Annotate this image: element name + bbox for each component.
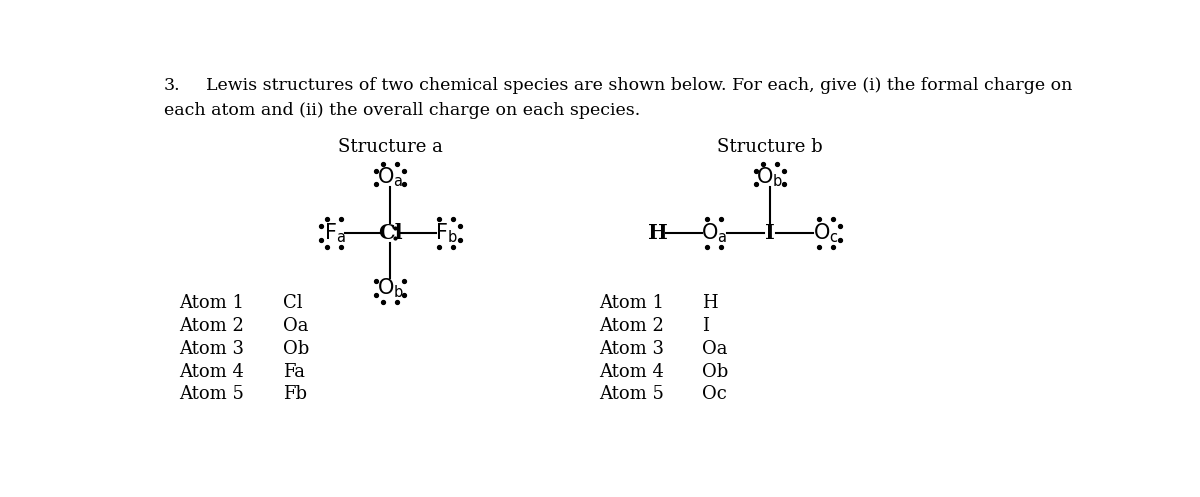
Text: Atom 3: Atom 3 — [600, 340, 665, 358]
Text: I: I — [766, 223, 775, 243]
Text: Cl: Cl — [378, 223, 402, 243]
Text: Oc: Oc — [702, 385, 727, 404]
Text: Ob: Ob — [283, 340, 310, 358]
Text: Cl: Cl — [283, 295, 302, 313]
Text: Oa: Oa — [283, 317, 308, 335]
Text: Atom 5: Atom 5 — [600, 385, 665, 404]
Text: $\mathrm{O_a}$: $\mathrm{O_a}$ — [377, 166, 403, 189]
Text: Fb: Fb — [283, 385, 307, 404]
Text: $\mathrm{O_a}$: $\mathrm{O_a}$ — [701, 221, 727, 245]
Text: $\mathrm{O_b}$: $\mathrm{O_b}$ — [756, 166, 784, 189]
Text: $\mathrm{O_b}$: $\mathrm{O_b}$ — [377, 276, 404, 300]
Text: Atom 1: Atom 1 — [180, 295, 245, 313]
Text: $\mathrm{O_c}$: $\mathrm{O_c}$ — [812, 221, 839, 245]
Text: H: H — [648, 223, 668, 243]
Text: Fa: Fa — [283, 363, 305, 381]
Text: $\mathrm{F_a}$: $\mathrm{F_a}$ — [324, 221, 346, 245]
Text: $\mathrm{F_b}$: $\mathrm{F_b}$ — [434, 221, 457, 245]
Text: each atom and (ii) the overall charge on each species.: each atom and (ii) the overall charge on… — [164, 102, 641, 119]
Text: Atom 4: Atom 4 — [180, 363, 245, 381]
Text: Oa: Oa — [702, 340, 727, 358]
Text: Atom 3: Atom 3 — [180, 340, 245, 358]
Text: 3.: 3. — [164, 77, 180, 93]
Text: Atom 1: Atom 1 — [600, 295, 665, 313]
Text: Lewis structures of two chemical species are shown below. For each, give (i) the: Lewis structures of two chemical species… — [206, 77, 1072, 93]
Text: Atom 4: Atom 4 — [600, 363, 665, 381]
Text: H: H — [702, 295, 718, 313]
Text: Atom 2: Atom 2 — [600, 317, 665, 335]
Text: Atom 5: Atom 5 — [180, 385, 245, 404]
Text: Ob: Ob — [702, 363, 728, 381]
Text: Structure b: Structure b — [718, 138, 823, 156]
Text: Atom 2: Atom 2 — [180, 317, 245, 335]
Text: I: I — [702, 317, 709, 335]
Text: Structure a: Structure a — [338, 138, 443, 156]
